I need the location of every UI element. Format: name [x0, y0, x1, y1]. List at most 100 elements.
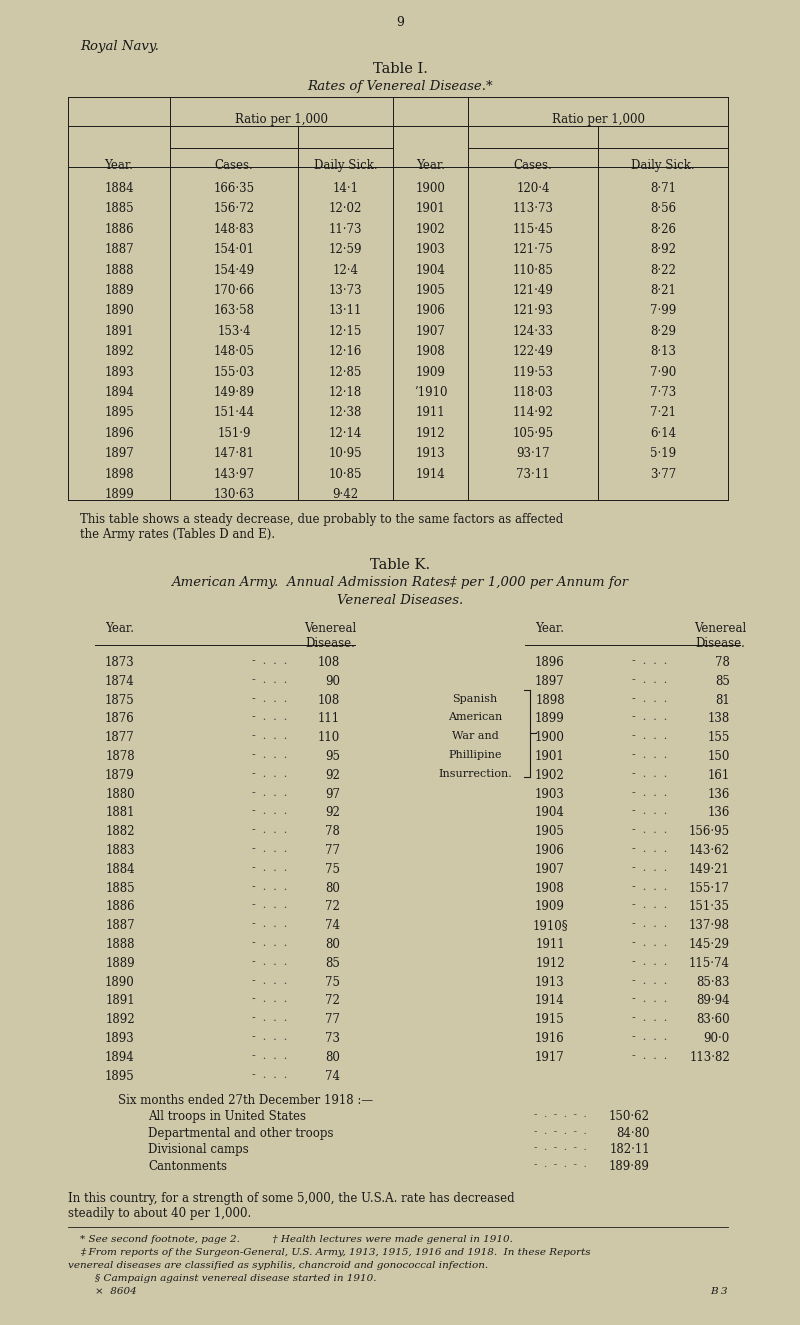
- Text: 115·74: 115·74: [689, 957, 730, 970]
- Text: 118·03: 118·03: [513, 386, 554, 399]
- Text: Table I.: Table I.: [373, 62, 427, 76]
- Text: 8·22: 8·22: [650, 264, 676, 277]
- Text: -  .  .  .: - . . .: [632, 920, 668, 929]
- Text: -  .  .  .: - . . .: [632, 656, 668, 666]
- Text: 1900: 1900: [535, 731, 565, 745]
- Text: 13·73: 13·73: [329, 284, 362, 297]
- Text: 151·35: 151·35: [689, 901, 730, 913]
- Text: 1914: 1914: [416, 468, 446, 481]
- Text: 114·92: 114·92: [513, 407, 554, 420]
- Text: 1898: 1898: [535, 693, 565, 706]
- Text: 80: 80: [325, 881, 340, 894]
- Text: 1906: 1906: [535, 844, 565, 857]
- Text: -  .  .  .: - . . .: [252, 920, 288, 929]
- Text: 122·49: 122·49: [513, 346, 554, 358]
- Text: 72: 72: [325, 994, 340, 1007]
- Text: 74: 74: [325, 920, 340, 933]
- Text: -  .  .  .: - . . .: [632, 807, 668, 816]
- Text: 121·93: 121·93: [513, 305, 554, 318]
- Text: 163·58: 163·58: [214, 305, 254, 318]
- Text: Ratio per 1,000: Ratio per 1,000: [235, 113, 328, 126]
- Text: War and: War and: [452, 731, 498, 741]
- Text: Cantonments: Cantonments: [148, 1159, 227, 1173]
- Text: -  .  .  .: - . . .: [252, 844, 288, 855]
- Text: 8·29: 8·29: [650, 325, 676, 338]
- Text: 5·19: 5·19: [650, 448, 676, 460]
- Text: 73: 73: [325, 1032, 340, 1045]
- Text: In this country, for a strength of some 5,000, the U.S.A. rate has decreased: In this country, for a strength of some …: [68, 1192, 514, 1206]
- Text: American: American: [448, 713, 502, 722]
- Text: 1896: 1896: [104, 427, 134, 440]
- Text: 1882: 1882: [106, 825, 134, 839]
- Text: 1912: 1912: [416, 427, 446, 440]
- Text: 1893: 1893: [105, 1032, 135, 1045]
- Text: 1874: 1874: [105, 674, 135, 688]
- Text: 95: 95: [325, 750, 340, 763]
- Text: 121·75: 121·75: [513, 244, 554, 256]
- Text: 12·16: 12·16: [329, 346, 362, 358]
- Text: -  .  .  .: - . . .: [632, 693, 668, 704]
- Text: 156·72: 156·72: [214, 203, 254, 216]
- Text: Daily Sick.: Daily Sick.: [314, 159, 378, 172]
- Text: 150·62: 150·62: [609, 1110, 650, 1124]
- Text: 8·21: 8·21: [650, 284, 676, 297]
- Text: -  .  .  .: - . . .: [632, 825, 668, 835]
- Text: -  .  .  .: - . . .: [252, 674, 288, 685]
- Text: 1889: 1889: [104, 284, 134, 297]
- Text: 121·49: 121·49: [513, 284, 554, 297]
- Text: 1880: 1880: [105, 787, 135, 800]
- Text: 138: 138: [708, 713, 730, 725]
- Text: 161: 161: [708, 768, 730, 782]
- Text: 147·81: 147·81: [214, 448, 254, 460]
- Text: 80: 80: [325, 938, 340, 951]
- Text: 7·90: 7·90: [650, 366, 676, 379]
- Text: 1891: 1891: [104, 325, 134, 338]
- Text: ’1910: ’1910: [414, 386, 447, 399]
- Text: 1904: 1904: [415, 264, 446, 277]
- Text: -  .  .  .: - . . .: [252, 994, 288, 1004]
- Text: 108: 108: [318, 656, 340, 669]
- Text: 74: 74: [325, 1069, 340, 1083]
- Text: 8·26: 8·26: [650, 223, 676, 236]
- Text: -  .  .  .: - . . .: [252, 787, 288, 798]
- Text: 1905: 1905: [535, 825, 565, 839]
- Text: 115·45: 115·45: [513, 223, 554, 236]
- Text: § Campaign against venereal disease started in 1910.: § Campaign against venereal disease star…: [95, 1275, 377, 1284]
- Text: 1899: 1899: [104, 488, 134, 501]
- Text: Venereal
Disease.: Venereal Disease.: [304, 621, 356, 651]
- Text: -  .  .  .: - . . .: [632, 863, 668, 873]
- Text: -  .  .  .: - . . .: [252, 975, 288, 986]
- Text: Insurrection.: Insurrection.: [438, 768, 512, 779]
- Text: 1902: 1902: [416, 223, 446, 236]
- Text: -  .  .  .: - . . .: [632, 901, 668, 910]
- Text: American Army.  Annual Admission Rates‡ per 1,000 per Annum for: American Army. Annual Admission Rates‡ p…: [171, 576, 629, 590]
- Text: 13·11: 13·11: [329, 305, 362, 318]
- Text: 1884: 1884: [104, 182, 134, 195]
- Text: 170·66: 170·66: [214, 284, 254, 297]
- Text: -  .  -  .  -  .: - . - . - .: [534, 1110, 586, 1120]
- Text: -  .  .  .: - . . .: [252, 731, 288, 741]
- Text: 14·1: 14·1: [333, 182, 358, 195]
- Text: 1895: 1895: [105, 1069, 135, 1083]
- Text: 1895: 1895: [104, 407, 134, 420]
- Text: 1878: 1878: [105, 750, 135, 763]
- Text: 75: 75: [325, 863, 340, 876]
- Text: -  .  .  .: - . . .: [632, 975, 668, 986]
- Text: -  .  .  .: - . . .: [252, 825, 288, 835]
- Text: -  .  .  .: - . . .: [252, 863, 288, 873]
- Text: 1917: 1917: [535, 1051, 565, 1064]
- Text: 110·85: 110·85: [513, 264, 554, 277]
- Text: 8·92: 8·92: [650, 244, 676, 256]
- Text: 1903: 1903: [415, 244, 446, 256]
- Text: 12·14: 12·14: [329, 427, 362, 440]
- Text: 1881: 1881: [106, 807, 134, 819]
- Text: B 3: B 3: [710, 1288, 728, 1296]
- Text: -  .  .  .: - . . .: [252, 807, 288, 816]
- Text: 108: 108: [318, 693, 340, 706]
- Text: 85·83: 85·83: [697, 975, 730, 988]
- Text: 149·21: 149·21: [689, 863, 730, 876]
- Text: 1899: 1899: [535, 713, 565, 725]
- Text: 113·82: 113·82: [690, 1051, 730, 1064]
- Text: 1894: 1894: [105, 1051, 135, 1064]
- Text: 137·98: 137·98: [689, 920, 730, 933]
